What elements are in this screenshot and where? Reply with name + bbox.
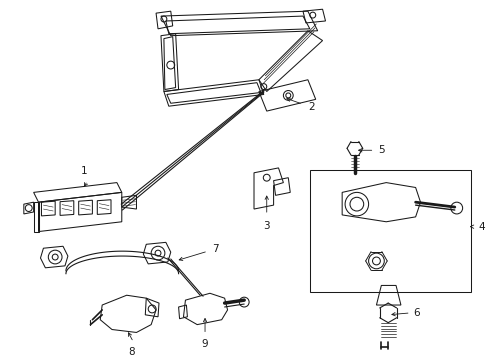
Text: 2: 2 [307, 102, 314, 112]
Text: 1: 1 [81, 166, 88, 176]
Text: 7: 7 [211, 244, 218, 254]
Text: 9: 9 [202, 339, 208, 349]
Text: 6: 6 [413, 308, 419, 318]
Text: 4: 4 [477, 222, 484, 232]
Text: 8: 8 [128, 347, 135, 357]
Bar [309, 170, 470, 292]
Text: 3: 3 [263, 221, 269, 231]
Text: 5: 5 [378, 145, 384, 155]
